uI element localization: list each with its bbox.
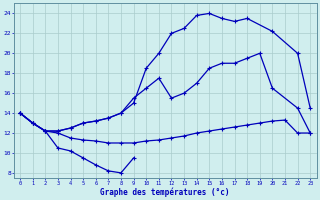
X-axis label: Graphe des températures (°c): Graphe des températures (°c) [100, 187, 230, 197]
